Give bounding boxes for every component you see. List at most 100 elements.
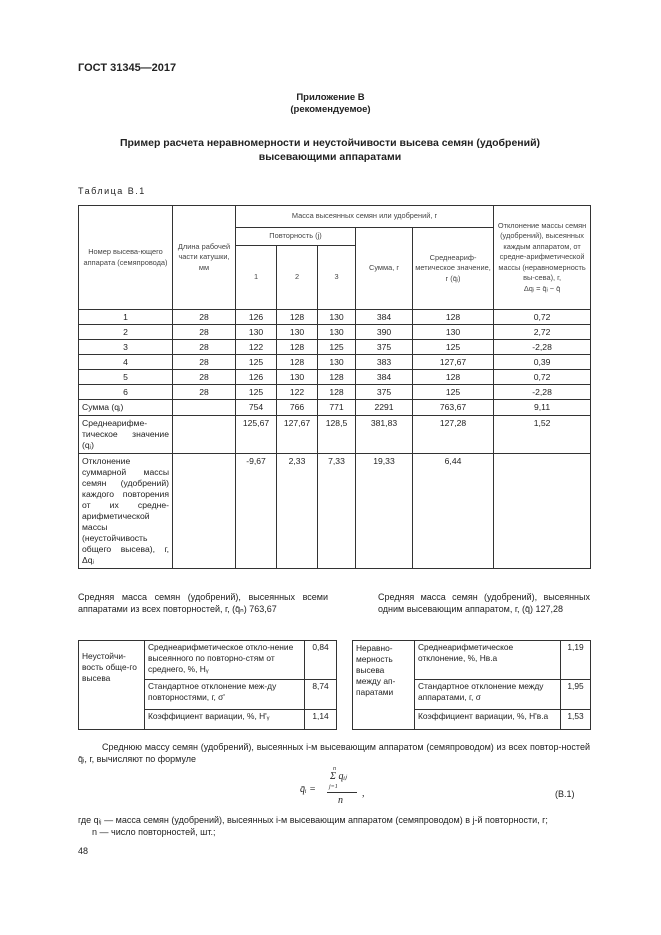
table-cell: 763,67 — [411, 399, 495, 416]
table-cell: 390 — [355, 324, 413, 340]
table-cell: 6 — [78, 384, 173, 400]
table-cell: 126 — [235, 309, 277, 325]
table-row: Коэффициент вариации, %, H'в.а 1,53 — [353, 709, 591, 730]
table-cell: 128 — [411, 369, 495, 385]
group-label: Неустойчи-вость обще-го высева — [78, 640, 145, 730]
table-cell: 122 — [235, 339, 277, 355]
table-row: 5 28 126 130 128 384 128 0,72 — [78, 369, 592, 385]
table-row: Коэффициент вариации, %, H'ᵧ 1,14 — [79, 709, 337, 730]
page-number: 48 — [78, 846, 89, 856]
table-cell: -9,67 — [235, 453, 277, 569]
table-cell: 125 — [411, 384, 495, 400]
table-cell: 130 — [411, 324, 495, 340]
metric-name: Коэффициент вариации, %, H'в.а — [414, 709, 561, 730]
section-title: Пример расчета неравномерности и неустой… — [90, 136, 570, 164]
group-label: Неравно-мерность высева между ап-паратам… — [352, 640, 415, 730]
table-cell: 28 — [172, 354, 236, 370]
table-cell: 4 — [78, 354, 173, 370]
table-cell: 128 — [317, 369, 356, 385]
table-cell: 0,39 — [493, 354, 592, 370]
metric-value: 0,84 — [304, 640, 337, 680]
table-row: 1 28 126 128 130 384 128 0,72 — [78, 309, 592, 325]
table-cell: 128 — [276, 309, 318, 325]
table-cell: 754 — [235, 399, 277, 416]
table-cell: 381,83 — [355, 415, 413, 454]
table-cell: 130 — [276, 369, 318, 385]
formula-number: (В.1) — [555, 789, 575, 799]
table-cell: 126 — [235, 369, 277, 385]
table-cell: 28 — [172, 369, 236, 385]
where-qij: где qᵢⱼ — масса семян (удобрений), высея… — [78, 815, 548, 825]
table-cell: 0,72 — [493, 309, 592, 325]
table-cell: 127,67 — [411, 354, 495, 370]
paragraph-mean: Среднюю массу семян (удобрений), высеянн… — [78, 742, 590, 764]
sum-lower: j=1 — [329, 784, 338, 790]
table-cell: -2,28 — [493, 339, 592, 355]
table-cell — [172, 415, 236, 454]
table-cell: 766 — [276, 399, 318, 416]
table-cell: 128,5 — [317, 415, 356, 454]
table-cell: 125 — [235, 354, 277, 370]
table-cell: 771 — [317, 399, 356, 416]
table-cell: 2,72 — [493, 324, 592, 340]
header-deviation-text: Отклонение массы семян (удобрений), высе… — [497, 220, 587, 283]
table-cell: 0,72 — [493, 369, 592, 385]
table-cell: 384 — [355, 369, 413, 385]
metric-value: 1,14 — [304, 709, 337, 730]
metric-name: Стандартное отклонение меж-ду повторност… — [144, 679, 305, 710]
title-line: Пример расчета неравномерности и неустой… — [119, 137, 541, 149]
table-cell: 9,11 — [493, 399, 592, 416]
metric-name: Среднеарифметическое откло-нение высеянн… — [144, 640, 305, 680]
table-cell: -2,28 — [493, 384, 592, 400]
formula-comma: , — [362, 788, 365, 799]
table-cell: 28 — [172, 309, 236, 325]
table-cell: Сумма (qⱼ) — [78, 399, 173, 416]
table-caption: Таблица В.1 — [78, 186, 146, 196]
header-rep-3: 3 — [317, 245, 356, 310]
fraction-bar — [327, 792, 357, 793]
table-row: Отклонение суммарной массы семян (удобре… — [78, 453, 592, 569]
metric-value: 1,53 — [560, 709, 591, 730]
table-cell: 130 — [317, 324, 356, 340]
table-cell: 130 — [276, 324, 318, 340]
table-cell: 6,44 — [411, 453, 495, 569]
table-cell: 128 — [411, 309, 495, 325]
table-cell: 127,67 — [276, 415, 318, 454]
table-cell: 2291 — [355, 399, 413, 416]
deviation-formula: Δqᵢ = q̄ᵢ − q̄ — [523, 283, 561, 293]
table-cell: 127,28 — [411, 415, 495, 454]
table-row: Неустойчи-вость обще-го высева Среднеариф… — [78, 640, 337, 730]
table-cell: 375 — [355, 339, 413, 355]
table-cell: 383 — [355, 354, 413, 370]
table-cell: Среднеарифме-тическое значение (qⱼ) — [78, 415, 173, 454]
metric-name: Стандартное отклонение между аппаратами,… — [414, 679, 561, 710]
table-cell: 3 — [78, 339, 173, 355]
table-row: Стандартное отклонение между аппаратами,… — [353, 679, 591, 710]
table-cell: 2,33 — [276, 453, 318, 569]
appendix-title: Приложение В — [296, 92, 365, 103]
data-table: Номер высева-ющего аппарата (семяпровода… — [78, 205, 592, 569]
table-cell: 125,67 — [235, 415, 277, 454]
table-row: Неравно-мерность высева между ап-паратам… — [352, 640, 591, 730]
sum-upper: n — [333, 766, 336, 772]
header-number: Номер высева-ющего аппарата (семяпровода… — [78, 205, 173, 310]
table-cell: 28 — [172, 324, 236, 340]
title-line: высевающими аппаратами — [258, 151, 402, 163]
table-cell: 130 — [317, 309, 356, 325]
table-cell — [493, 453, 592, 569]
standard-header: ГОСТ 31345—2017 — [78, 62, 177, 74]
table-cell: 122 — [276, 384, 318, 400]
note-apparatus-mean: Средняя масса семян (удобрений), высеянн… — [378, 592, 590, 614]
table-cell: 128 — [276, 354, 318, 370]
table-cell: 125 — [235, 384, 277, 400]
table-cell: 19,33 — [355, 453, 413, 569]
table-cell: 130 — [317, 354, 356, 370]
formula-lhs: q̄ᵢ = — [300, 784, 316, 795]
metric-name: Коэффициент вариации, %, H'ᵧ — [144, 709, 305, 730]
header-repetition: Повторность (j) — [235, 227, 356, 246]
table-cell — [172, 399, 236, 416]
table-cell: 130 — [235, 324, 277, 340]
table-cell — [172, 453, 236, 569]
header-mass: Масса высеянных семян или удобрений, г — [234, 205, 495, 228]
